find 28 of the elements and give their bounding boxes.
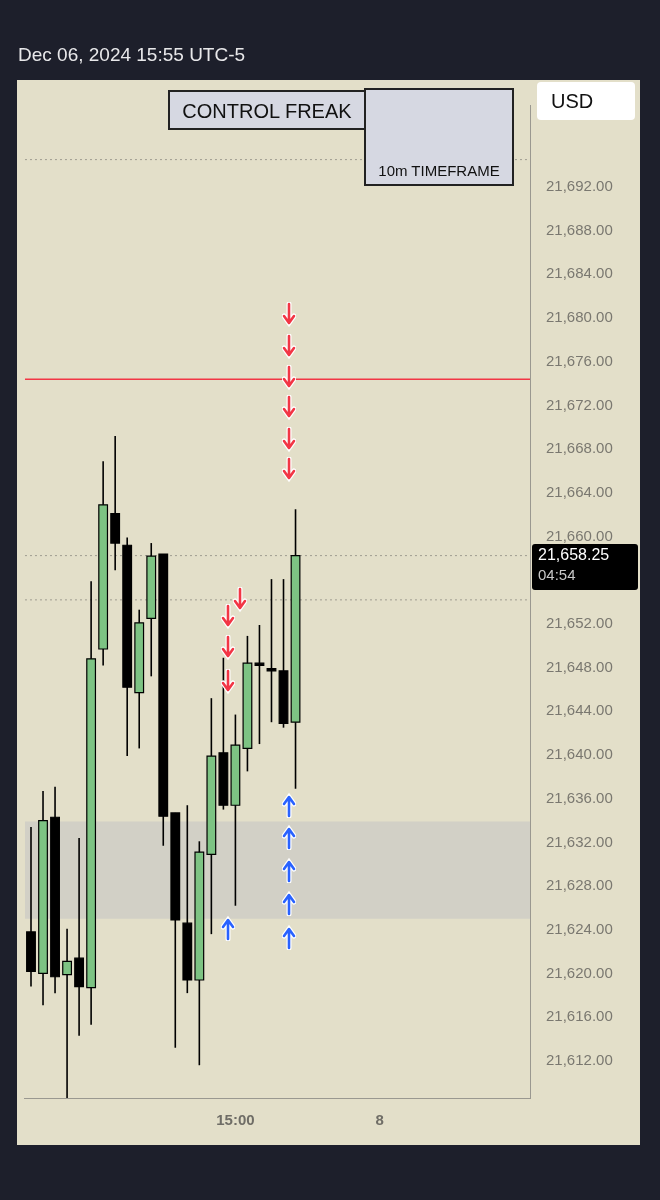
- y-tick-label: 21,668.00: [546, 439, 613, 457]
- label-box: CONTROL FREAK: [168, 90, 366, 130]
- y-tick-label: 21,648.00: [546, 657, 613, 675]
- x-tick-label: 8: [375, 1111, 384, 1129]
- y-tick-label: 21,612.00: [546, 1051, 613, 1068]
- y-tick-label: 21,652.00: [546, 614, 613, 632]
- y-tick-label: 21,692.00: [546, 177, 613, 195]
- text: 21,658.25: [538, 545, 610, 564]
- y-tick-label: 21,644.00: [546, 701, 613, 719]
- label-box: 10m TIMEFRAME: [364, 88, 514, 186]
- y-tick-label: 21,640.00: [546, 745, 613, 763]
- chart-title: Dec 06, 2024 15:55 UTC-5: [18, 44, 246, 66]
- y-tick-label: 21,664.00: [546, 482, 613, 500]
- y-tick-label: 21,688.00: [546, 220, 613, 238]
- y-tick-label: 21,628.00: [546, 876, 613, 894]
- x-tick-label: 15:00: [216, 1111, 255, 1129]
- y-tick-label: 21,624.00: [546, 919, 613, 937]
- y-tick-label: 21,684.00: [546, 264, 613, 282]
- text: 04:54: [538, 565, 576, 583]
- y-tick-label: 21,616.00: [546, 1007, 613, 1025]
- text: USD: [537, 82, 635, 120]
- y-tick-label: 21,636.00: [546, 788, 613, 806]
- y-tick-label: 21,632.00: [546, 832, 613, 850]
- y-tick-label: 21,672.00: [546, 395, 613, 413]
- y-tick-label: 21,620.00: [546, 963, 613, 981]
- y-tick-label: 21,660.00: [546, 526, 613, 544]
- y-tick-label: 21,680.00: [546, 308, 613, 326]
- y-tick-label: 21,676.00: [546, 351, 613, 369]
